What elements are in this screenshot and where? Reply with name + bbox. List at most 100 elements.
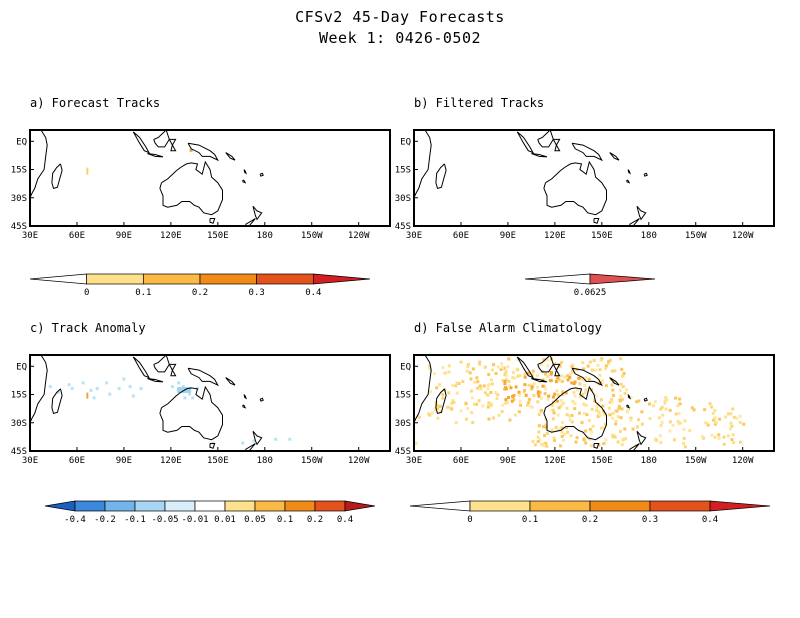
lon-tick-label: 180 [641, 231, 657, 241]
climatology-cell [599, 426, 603, 430]
map-frame [413, 354, 775, 452]
climatology-cell [503, 379, 507, 383]
climatology-cell [552, 436, 556, 440]
climatology-cell [682, 436, 686, 440]
climatology-cell [620, 367, 624, 371]
colorbar-segment [104, 500, 136, 512]
climatology-cell [724, 415, 728, 419]
climatology-cell [542, 358, 546, 362]
climatology-cell [563, 432, 567, 436]
lon-tick-label: 150E [591, 231, 613, 241]
climatology-cell [640, 422, 644, 426]
climatology-cell [589, 444, 593, 448]
lon-tick-label: 120W [732, 231, 754, 241]
climatology-cell [532, 394, 536, 398]
coastline [51, 388, 63, 415]
climatology-cell [572, 391, 576, 395]
coastline [531, 153, 548, 158]
climatology-cell [594, 368, 598, 372]
climatology-cell [438, 404, 442, 408]
lon-tick-label: 150E [207, 231, 229, 241]
climatology-cell [535, 374, 539, 378]
climatology-cell [635, 425, 639, 429]
climatology-cell [546, 364, 550, 368]
climatology-cell [491, 416, 495, 420]
climatology-cell [573, 407, 577, 411]
climatology-cell [470, 411, 474, 415]
climatology-cell [523, 375, 527, 379]
climatology-cell [713, 416, 717, 420]
climatology-cell [581, 392, 585, 396]
climatology-cell [552, 411, 556, 415]
colorbar-label: -0.1 [124, 515, 146, 525]
climatology-cell [511, 370, 515, 374]
climatology-cell [624, 437, 628, 441]
lat-tick-label: 15S [395, 391, 411, 401]
climatology-cell [601, 426, 605, 430]
climatology-cell [560, 403, 564, 407]
climatology-cell [513, 376, 517, 380]
climatology-cell [459, 360, 463, 364]
climatology-cell [414, 441, 418, 445]
climatology-cell [718, 417, 722, 421]
climatology-cell [614, 422, 618, 426]
lon-tick-label: 120W [348, 456, 370, 466]
panel-a-title: a) Forecast Tracks [30, 96, 161, 110]
climatology-cell [713, 435, 717, 439]
colorbar-label: 0.1 [522, 515, 538, 525]
climatology-cell [610, 383, 614, 387]
climatology-cell [701, 436, 705, 440]
climatology-cell [620, 443, 624, 447]
climatology-cell [555, 378, 559, 382]
climatology-cell [466, 407, 470, 411]
coastline [609, 152, 620, 161]
climatology-cell [570, 381, 574, 385]
coastline [225, 377, 236, 386]
climatology-cell [531, 369, 535, 373]
climatology-cell [615, 409, 619, 413]
climatology-cell [659, 423, 663, 427]
climatology-cell [717, 433, 721, 437]
colorbar-segment [134, 500, 166, 512]
climatology-cell [597, 443, 601, 447]
climatology-cell [560, 434, 564, 438]
climatology-cell [522, 390, 526, 394]
lat-tick-label: 30S [11, 419, 27, 429]
climatology-cell [478, 384, 482, 388]
climatology-cell [612, 394, 616, 398]
coastline [242, 179, 247, 184]
climatology-cell [668, 420, 672, 424]
anomaly-cell [128, 385, 132, 389]
climatology-cell [611, 416, 615, 420]
coastline [636, 430, 647, 446]
climatology-cell [683, 419, 687, 423]
anomaly-cell [188, 392, 192, 396]
climatology-cell [543, 442, 547, 446]
climatology-cell [468, 371, 472, 375]
climatology-cell [471, 367, 475, 371]
climatology-cell [573, 402, 577, 406]
colorbar-segment [199, 273, 258, 285]
climatology-cell [635, 400, 639, 404]
climatology-cell [541, 384, 545, 388]
climatology-cell [494, 390, 498, 394]
climatology-cell [607, 406, 611, 410]
lat-tick-label: 30S [395, 419, 411, 429]
climatology-cell [560, 374, 564, 378]
climatology-cell [584, 441, 588, 445]
climatology-cell [529, 404, 533, 408]
colorbar-false-alarm-climatology: 0 0.1 0.2 0.3 0.4 [410, 500, 770, 525]
colorbar-label: 0.2 [192, 288, 208, 298]
climatology-cell [528, 397, 532, 401]
climatology-cell [581, 361, 585, 365]
climatology-cell [560, 430, 564, 434]
climatology-cell [648, 417, 652, 421]
climatology-cell [508, 384, 512, 388]
climatology-cell [583, 383, 587, 387]
climatology-cell [524, 393, 528, 397]
climatology-cell [457, 382, 461, 386]
climatology-cell [466, 362, 470, 366]
climatology-cell [477, 399, 481, 403]
coastline [643, 397, 648, 402]
